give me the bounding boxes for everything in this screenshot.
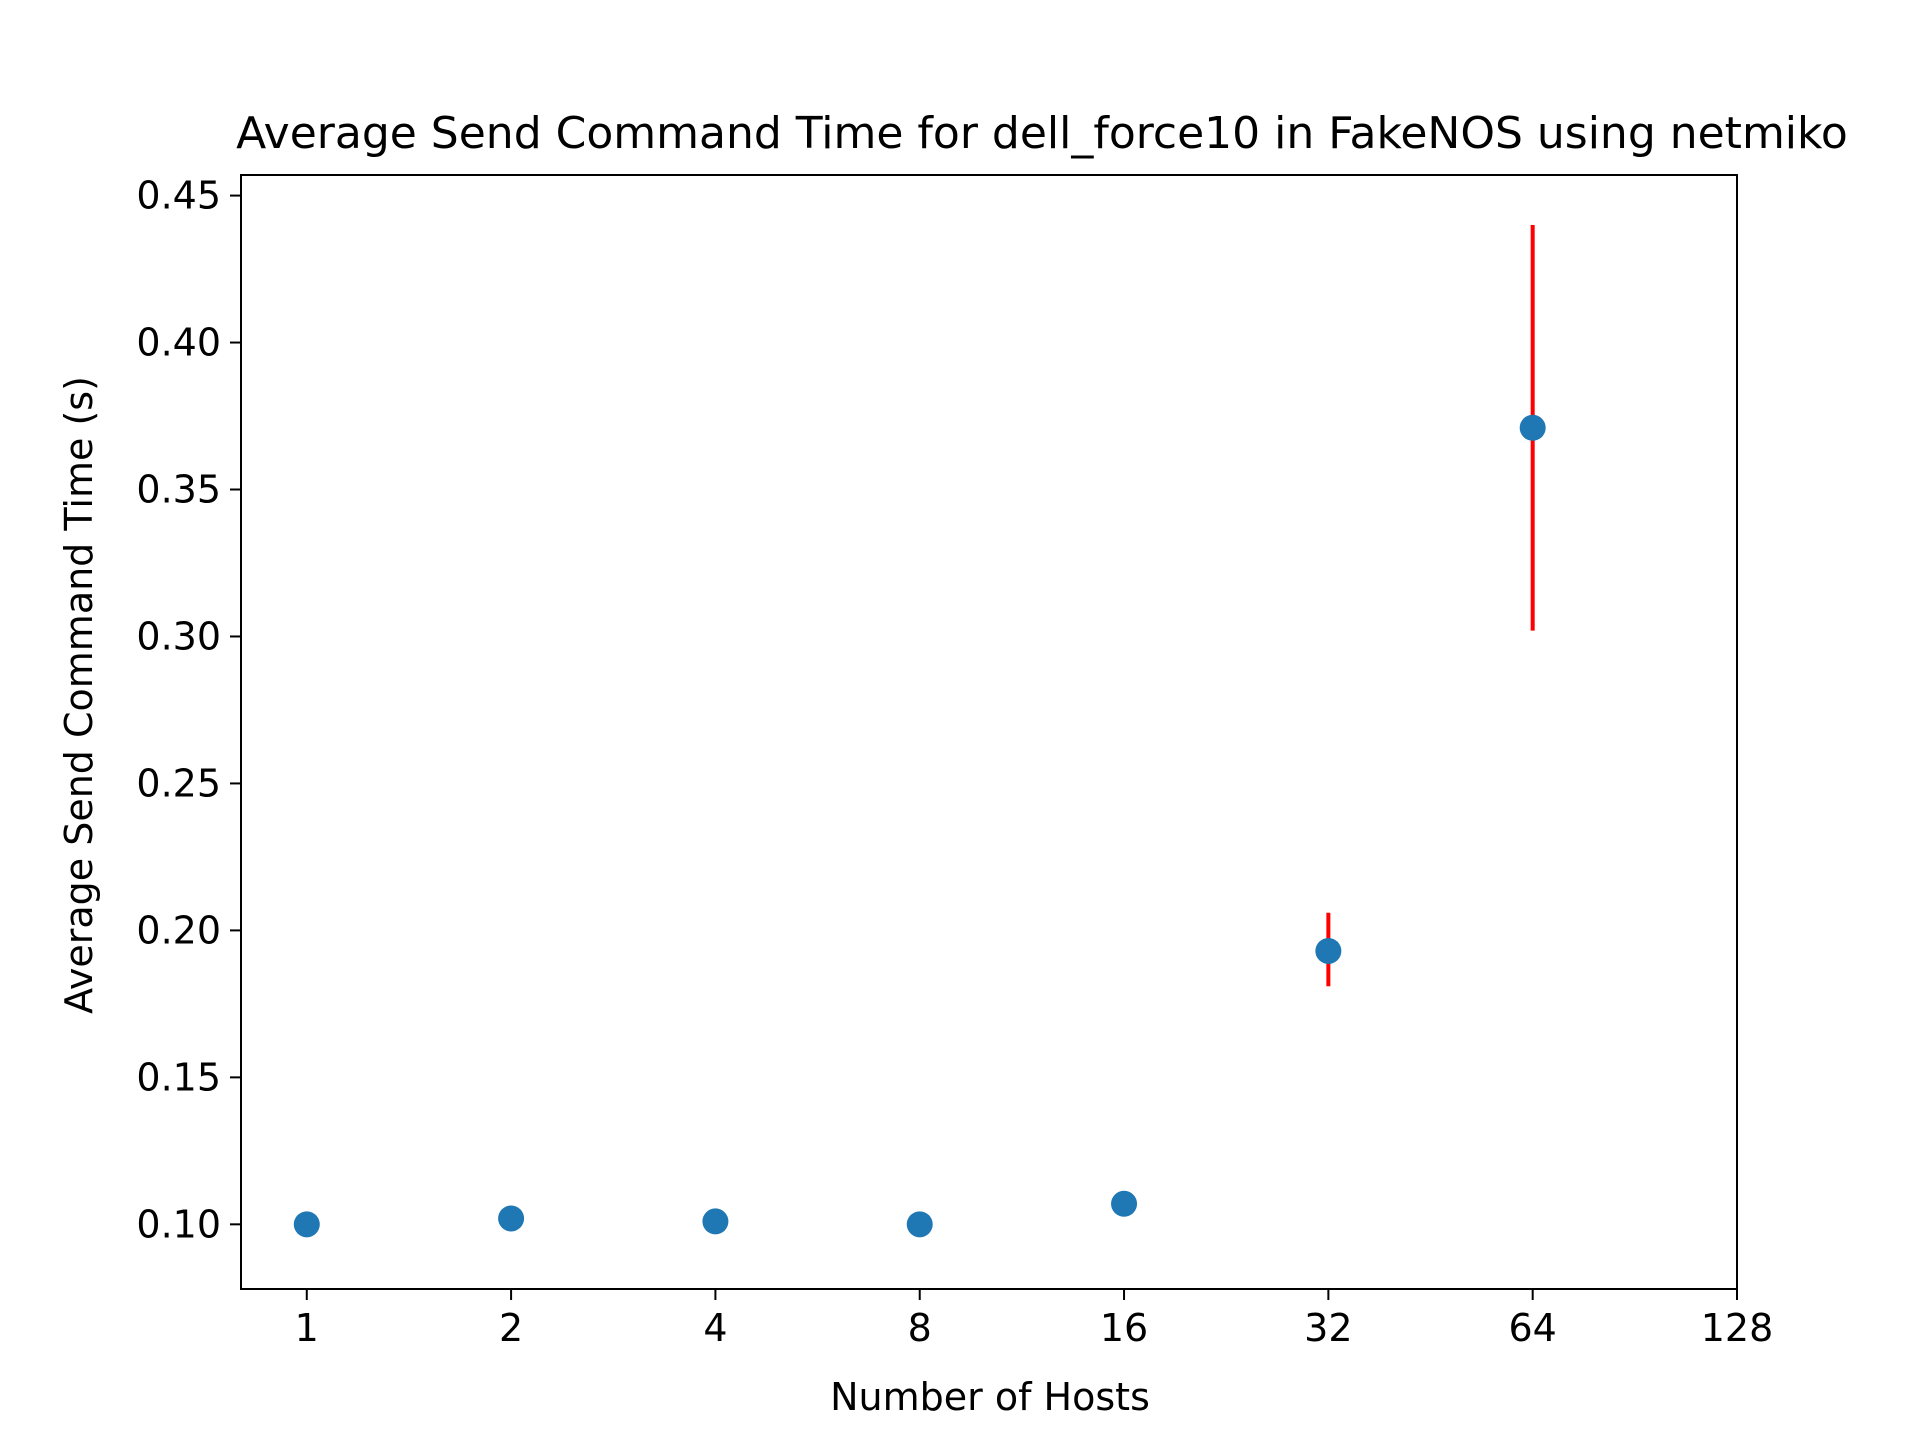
- data-point: [906, 1211, 933, 1238]
- x-axis-ticks: 1 2 4 8 16 32 64 128: [295, 1289, 1774, 1350]
- x-tick-label: 32: [1304, 1306, 1352, 1350]
- y-tick-label: 0.25: [136, 761, 221, 805]
- x-tick-label: 128: [1701, 1306, 1774, 1350]
- data-point: [498, 1205, 525, 1232]
- x-tick-label: 16: [1100, 1306, 1148, 1350]
- x-tick-label: 64: [1509, 1306, 1557, 1350]
- x-tick-label: 1: [295, 1306, 319, 1350]
- plot-area: 1 2 4 8 16 32 64 128 0.100.150.200.250.300.350.…: [136, 174, 1773, 1350]
- data-point: [1315, 937, 1342, 964]
- y-tick-label: 0.35: [136, 468, 221, 512]
- data-point: [1519, 414, 1546, 441]
- x-axis-label: Number of Hosts: [830, 1375, 1150, 1419]
- axes-frame: [240, 174, 1738, 1290]
- data-point: [1111, 1190, 1138, 1217]
- data-point: [293, 1211, 320, 1238]
- y-tick-label: 0.45: [136, 174, 221, 218]
- y-tick-label: 0.10: [136, 1202, 221, 1246]
- y-axis-ticks: 0.10 0.15 0.20 0.25 0.30 0.35 0.40 0.45: [136, 174, 241, 1246]
- x-tick-label: 8: [908, 1306, 932, 1350]
- y-tick-label: 0.30: [136, 614, 221, 658]
- data-point: [702, 1208, 729, 1235]
- x-tick-label: 4: [703, 1306, 727, 1350]
- y-tick-label: 0.15: [136, 1055, 221, 1099]
- chart-title: Average Send Command Time for dell_force…: [236, 108, 1848, 159]
- y-tick-label: 0.40: [136, 321, 221, 365]
- y-tick-label: 0.20: [136, 908, 221, 952]
- x-tick-label: 2: [499, 1306, 523, 1350]
- data-markers: [293, 414, 1546, 1238]
- y-axis-label: Average Send Command Time (s): [57, 376, 101, 1014]
